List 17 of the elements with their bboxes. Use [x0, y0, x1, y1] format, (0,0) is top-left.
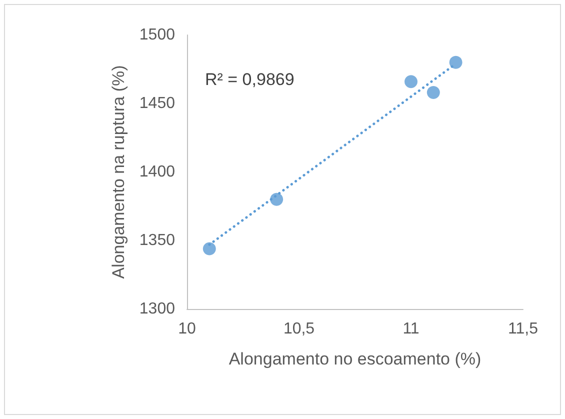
point [449, 56, 462, 69]
y-tick-label: 1500 [139, 26, 176, 44]
point [404, 75, 418, 88]
point [270, 192, 284, 206]
point [202, 242, 216, 256]
x-tick-label: 11,5 [508, 320, 538, 338]
point [426, 86, 440, 100]
x-tick-label: 10,5 [283, 320, 315, 338]
y-tick-label: 1400 [139, 164, 176, 180]
y-tick-label: 1350 [139, 232, 176, 249]
y-tick-label: 1300 [139, 300, 176, 318]
y-tick-label: 1450 [139, 95, 176, 112]
x-tick-label: 10 [178, 320, 196, 338]
x-tick-label: 11 [402, 320, 420, 338]
y-axis-title: Alongamento na ruptura (%) [109, 65, 128, 279]
x-axis-title: Alongamento no escoamento (%) [228, 350, 482, 368]
annotation: R² = 0,9869 [205, 70, 294, 89]
